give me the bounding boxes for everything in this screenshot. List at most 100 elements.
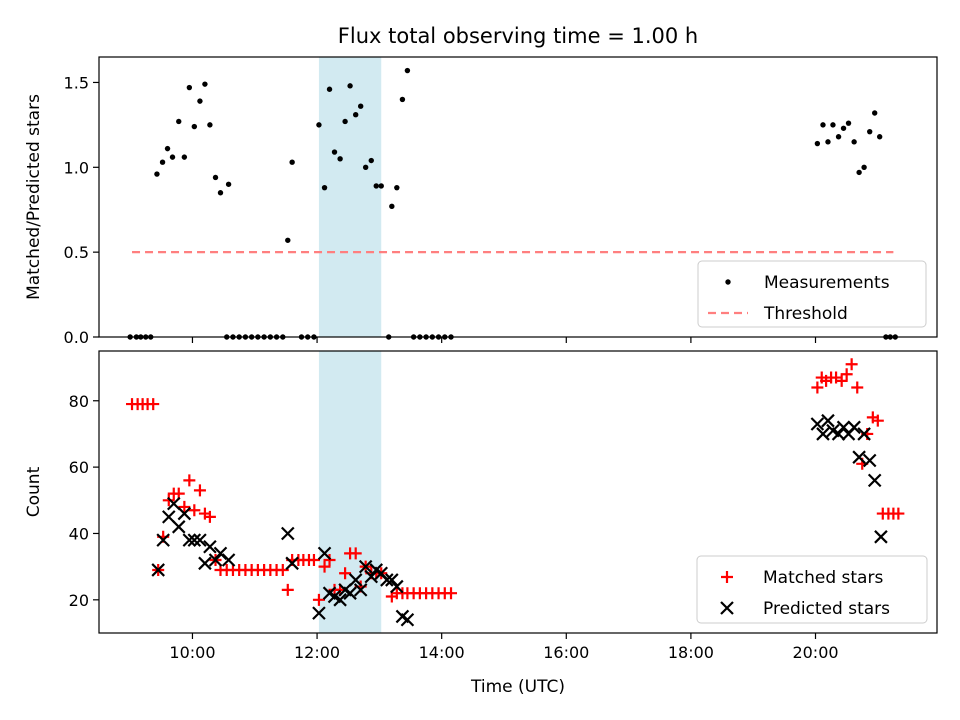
data-point (840, 125, 847, 131)
data-point (840, 368, 853, 381)
legend-box (697, 260, 927, 328)
data-point (845, 358, 858, 371)
data-point (183, 474, 196, 487)
data-point (851, 381, 864, 394)
data-point (208, 553, 223, 567)
data-point (312, 593, 325, 606)
data-point (861, 164, 867, 171)
data-point (358, 559, 373, 574)
data-point (221, 553, 236, 567)
data-point (852, 450, 866, 464)
data-point (156, 533, 170, 547)
data-point (857, 427, 871, 441)
data-point (380, 573, 394, 587)
data-point (198, 556, 212, 571)
data-point (307, 554, 320, 567)
data-point (368, 157, 374, 164)
y-axis-label: Count (24, 466, 44, 517)
x-axis-label: Time (UTC) (470, 677, 565, 697)
data-point (394, 184, 400, 191)
data-point (816, 427, 830, 441)
data-point (212, 174, 219, 181)
data-point (378, 183, 384, 189)
axes-frame (98, 56, 938, 338)
legend: Measurements Threshold (697, 260, 927, 328)
data-point (178, 500, 191, 513)
data-point (225, 181, 232, 187)
y-tick-label: 20 (69, 591, 89, 610)
data-point (326, 86, 333, 92)
legend-label: Matched stars (763, 568, 883, 588)
data-point (154, 171, 160, 177)
data-point (147, 398, 160, 411)
data-point (217, 190, 224, 196)
data-point (339, 567, 352, 580)
data-point (892, 507, 905, 520)
y-tick-label: 60 (69, 458, 89, 477)
data-point (202, 81, 208, 87)
data-point (362, 164, 369, 171)
y-tick-label: 80 (69, 392, 89, 411)
data-point (285, 237, 291, 243)
x-tick-label: 16:00 (543, 643, 589, 662)
x-tick-label: 14:00 (419, 643, 465, 662)
data-point (193, 484, 206, 497)
x-tick-label: 10:00 (169, 643, 215, 662)
data-point (188, 504, 201, 517)
data-point (830, 122, 836, 128)
data-point (162, 494, 175, 507)
y-axis-label: Matched/Predicted stars (24, 94, 44, 300)
axes-count: 20 40 60 80 Count 10:00 12:00 14:00 16:00 18:00 20… (24, 350, 938, 662)
data-point (721, 571, 733, 583)
series-measurements (127, 67, 898, 340)
data-point (836, 420, 851, 435)
data-point (331, 149, 338, 155)
data-point (187, 533, 202, 547)
data-point (176, 118, 182, 125)
data-point (342, 118, 348, 125)
data-point (337, 156, 343, 162)
data-point (867, 473, 882, 488)
x-tick-label: 18:00 (668, 643, 714, 662)
legend: Matched stars Predicted stars (696, 555, 928, 624)
data-point (720, 601, 734, 615)
data-point (177, 506, 192, 521)
data-point (203, 510, 216, 523)
data-point (171, 520, 186, 534)
data-point (312, 606, 326, 620)
legend-label: Threshold (763, 304, 848, 324)
data-point (285, 556, 299, 571)
data-point (445, 587, 458, 600)
y-tick-label: 40 (69, 524, 89, 543)
data-point (831, 427, 846, 441)
data-point (317, 546, 332, 561)
data-point (348, 573, 363, 587)
data-point (357, 103, 364, 109)
data-point (186, 84, 193, 91)
y-tick-label: 1.5 (64, 73, 89, 92)
data-point (389, 203, 395, 210)
data-point (343, 586, 357, 600)
data-point (166, 496, 181, 511)
highlight-span (318, 57, 382, 337)
data-point (182, 533, 197, 547)
data-point (164, 145, 171, 152)
data-point (181, 154, 188, 160)
data-point (847, 420, 861, 435)
data-point (169, 154, 176, 160)
data-point (281, 526, 295, 541)
data-point (390, 579, 404, 594)
x-tick-label: 12:00 (294, 643, 340, 662)
axes-frame (98, 350, 938, 634)
data-point (197, 98, 203, 104)
legend-box (696, 555, 928, 624)
data-point (404, 67, 411, 74)
data-point (281, 583, 294, 596)
data-point (811, 381, 824, 394)
legend-label: Measurements (764, 273, 890, 293)
data-point (845, 120, 852, 126)
data-point (191, 123, 198, 130)
data-point (871, 414, 884, 427)
data-point (203, 539, 217, 554)
